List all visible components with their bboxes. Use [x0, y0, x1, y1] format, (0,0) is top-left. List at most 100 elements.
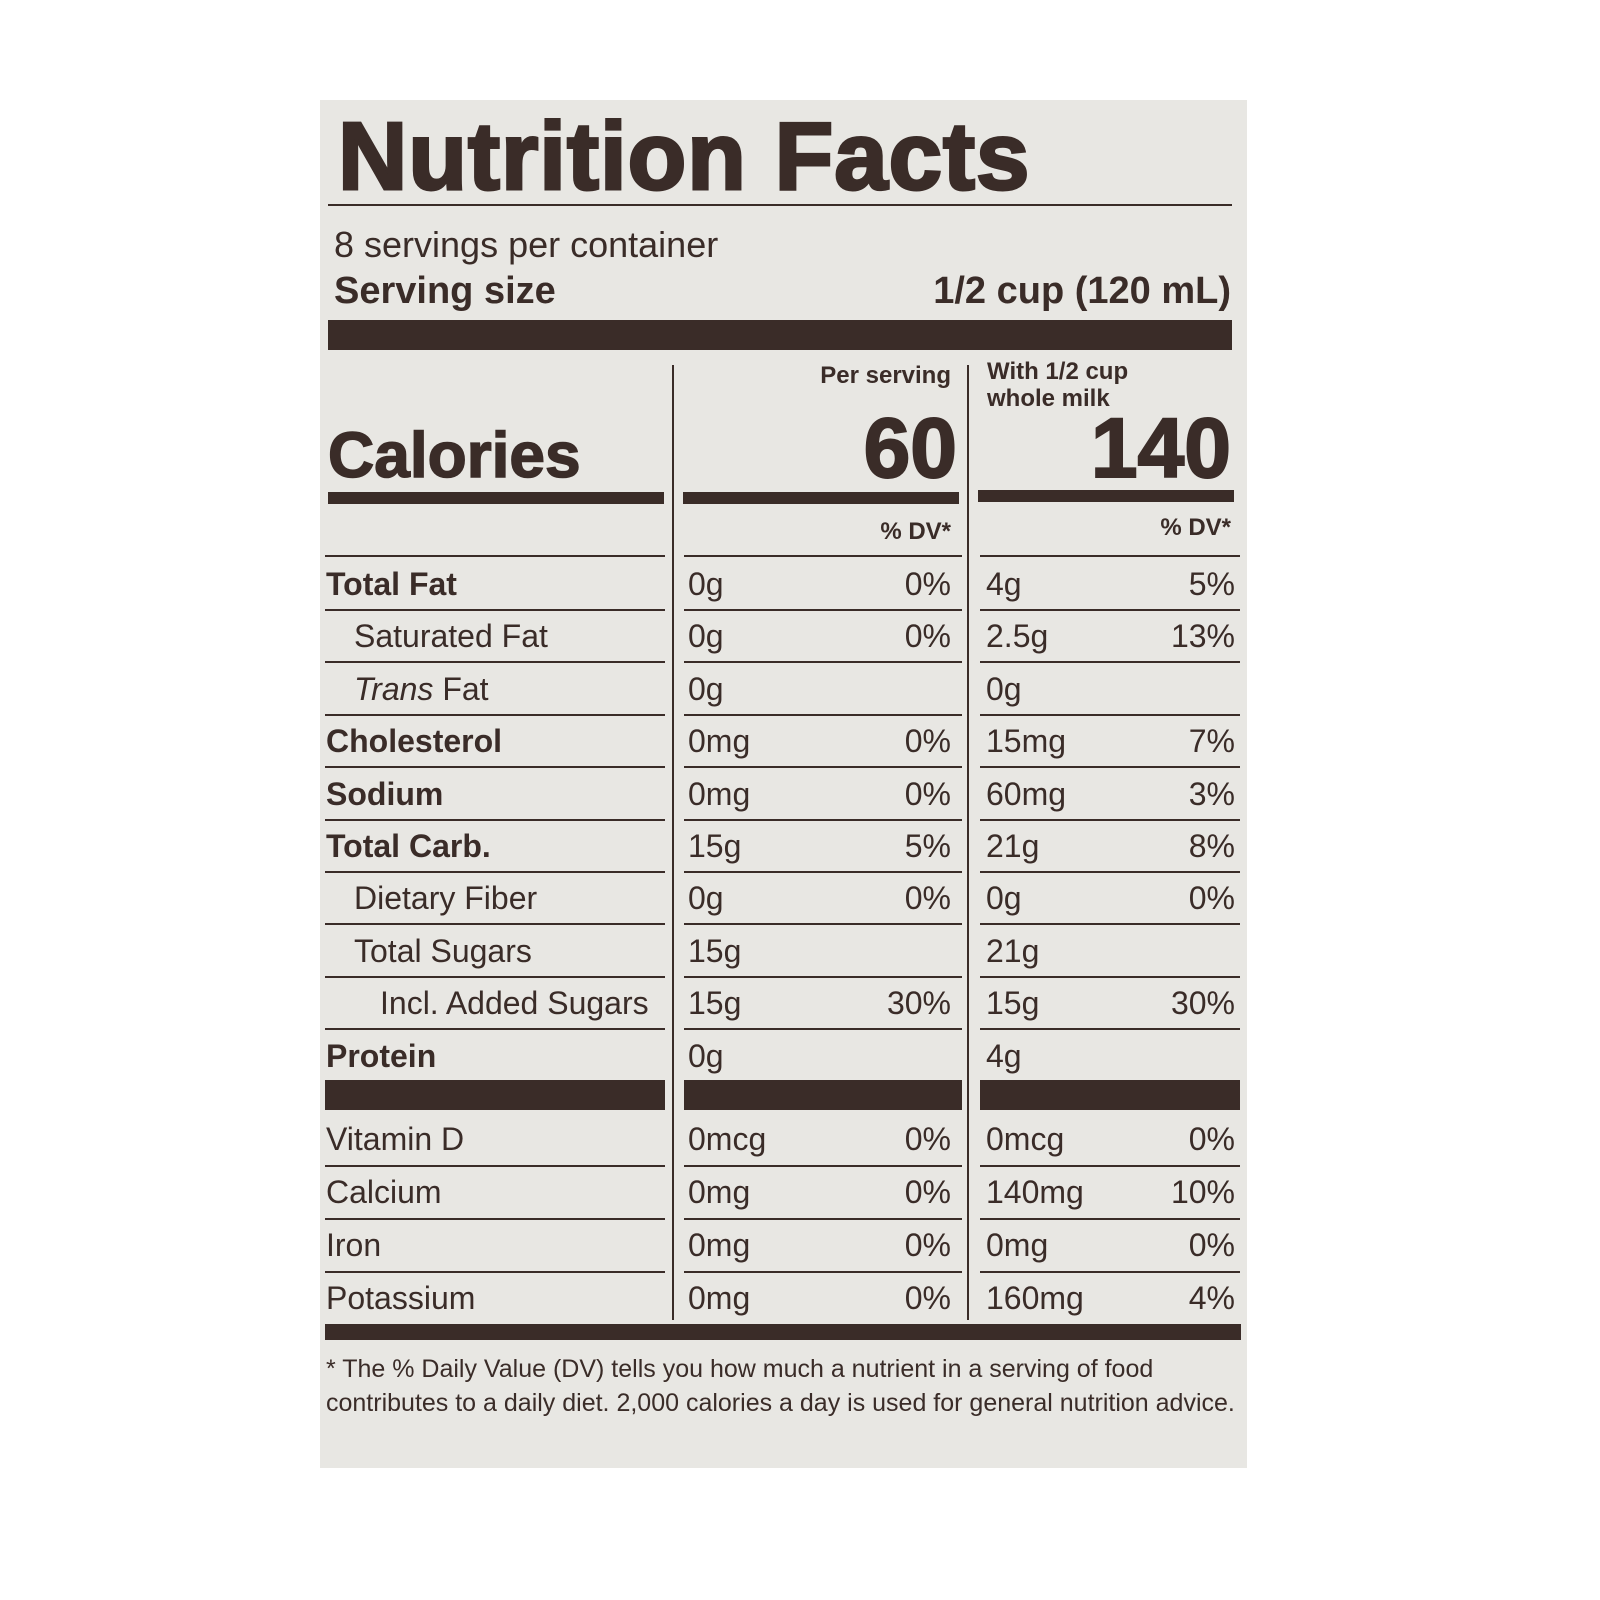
calories-label: Calories: [327, 418, 581, 492]
thick-divider: [325, 1080, 665, 1110]
with-milk-dv: 3%: [1188, 775, 1235, 812]
row-divider: [325, 923, 665, 926]
with-milk-amount: 15mg: [986, 723, 1067, 760]
per-serving-dv: 0%: [904, 566, 951, 602]
nutrients-row: Trans Fat 0g 0g: [320, 662, 1247, 715]
row-divider: [684, 609, 962, 611]
nutrient-name: Potassium: [326, 1280, 475, 1317]
row-divider: [684, 555, 962, 557]
serving-size-label: Serving size: [334, 270, 556, 312]
nutrient-name: Total Sugars: [354, 933, 532, 970]
row-divider: [980, 1028, 1240, 1031]
nutrient-name-text: Incl. Added Sugars: [380, 985, 649, 1022]
with-milk-amount: 4g: [986, 1037, 1022, 1074]
nutrient-name: Iron: [326, 1227, 381, 1264]
nutrient-name: Trans Fat: [354, 671, 489, 708]
row-divider: [325, 555, 665, 557]
nutrient-name-text: Fat: [433, 670, 489, 707]
with-milk-amount: 160mg: [986, 1280, 1084, 1316]
nutrient-name: Incl. Added Sugars: [380, 985, 649, 1022]
nutrients-row: Dietary Fiber 0g 0% 0g 0%: [320, 871, 1247, 924]
nutrition-facts-label: Nutrition Facts 8 servings per container…: [320, 100, 1247, 1468]
row-divider: [325, 975, 665, 978]
with-milk-amount: 21g: [986, 932, 1040, 969]
per-serving-amount: 0mcg: [688, 1121, 767, 1157]
with-milk-dv: 10%: [1170, 1174, 1235, 1210]
nutrient-name-text: Dietary Fiber: [354, 880, 538, 917]
row-divider: [980, 661, 1240, 664]
thick-divider: [328, 320, 1232, 350]
per-serving-dv: 0%: [904, 880, 951, 917]
nutrients-row: Total Fat 0g 0% 4g 5%: [320, 557, 1247, 610]
thick-divider: [683, 492, 959, 504]
nutrient-name-text: Total Fat: [326, 566, 457, 602]
nutrient-name: Calcium: [326, 1174, 442, 1211]
nutrient-name-text: Sodium: [326, 775, 444, 812]
thick-divider: [328, 492, 664, 504]
nutrient-name-text: Protein: [326, 1037, 437, 1074]
nutrient-name: Vitamin D: [326, 1121, 464, 1158]
per-serving-amount: 15g: [688, 828, 742, 864]
with-milk-amount: 15g: [986, 985, 1040, 1022]
calories-with-milk: 140: [1090, 400, 1232, 496]
row-divider: [684, 1271, 962, 1273]
row-divider: [684, 661, 962, 664]
nutrient-name: Cholesterol: [326, 723, 502, 760]
nutrient-name: Total Carb.: [326, 828, 491, 865]
column-divider: [672, 365, 674, 1320]
row-divider: [684, 871, 962, 873]
nutrients-row: Sodium 0mg 0% 60mg 3%: [320, 767, 1247, 820]
with-milk-header: With 1/2 cup whole milk: [987, 358, 1128, 412]
nutrient-name-italic: Trans: [354, 670, 434, 707]
with-milk-amount: 2.5g: [986, 618, 1049, 655]
thick-divider: [684, 1080, 962, 1110]
servings-per-container: 8 servings per container: [334, 224, 719, 265]
nutrients-row: Total Carb. 15g 5% 21g 8%: [320, 819, 1247, 872]
with-milk-amount: 4g: [986, 566, 1022, 602]
row-divider: [325, 871, 665, 873]
with-milk-dv: 0%: [1188, 1227, 1235, 1263]
column-divider: [967, 365, 969, 1320]
row-divider: [684, 923, 962, 926]
with-milk-amount: 0g: [986, 880, 1022, 917]
row-divider: [325, 818, 665, 821]
nutrient-name-text: Total Carb.: [326, 828, 491, 864]
label-title: Nutrition Facts: [336, 102, 1031, 212]
row-divider: [325, 766, 665, 769]
row-divider: [980, 1165, 1240, 1167]
footnote: * The % Daily Value (DV) tells you how m…: [326, 1355, 1235, 1417]
per-serving-amount: 15g: [688, 932, 742, 969]
with-milk-dv: 0%: [1188, 1121, 1235, 1157]
row-divider: [684, 975, 962, 978]
with-milk-amount: 140mg: [986, 1174, 1084, 1210]
per-serving-dv: 0%: [904, 1174, 951, 1210]
with-milk-dv: 13%: [1170, 618, 1235, 655]
nutrient-name-text: Potassium: [326, 1280, 476, 1316]
row-divider: [980, 555, 1240, 557]
row-divider: [980, 609, 1240, 611]
vitamins-row: Potassium 0mg 0% 160mg 4%: [320, 1271, 1247, 1324]
nutrient-name-text: Saturated Fat: [354, 618, 548, 655]
row-divider: [684, 766, 962, 769]
row-divider: [325, 609, 665, 611]
serving-size-value: 1/2 cup (120 mL): [933, 270, 1231, 312]
vitamins-row: Vitamin D 0mcg 0% 0mcg 0%: [320, 1112, 1247, 1165]
row-divider: [980, 1271, 1240, 1273]
per-serving-amount: 0g: [688, 1037, 724, 1074]
row-divider: [684, 1218, 962, 1220]
nutrient-name: Total Fat: [326, 566, 457, 603]
nutrient-name-text: Iron: [326, 1227, 382, 1263]
row-divider: [325, 713, 665, 716]
with-milk-dv: 7%: [1188, 723, 1235, 760]
per-serving-amount: 0g: [688, 880, 724, 917]
with-milk-amount: 0mcg: [986, 1121, 1065, 1157]
nutrient-name: Sodium: [326, 776, 443, 813]
per-serving-dv: 5%: [904, 828, 951, 864]
dv-header: % DV*: [1160, 514, 1231, 541]
nutrients-row: Incl. Added Sugars 15g 30% 15g 30%: [320, 976, 1247, 1029]
row-divider: [980, 818, 1240, 821]
per-serving-amount: 0mg: [688, 1174, 751, 1210]
row-divider: [684, 818, 962, 821]
nutrient-name-text: Calcium: [326, 1174, 442, 1210]
with-milk-dv: 5%: [1188, 566, 1235, 602]
